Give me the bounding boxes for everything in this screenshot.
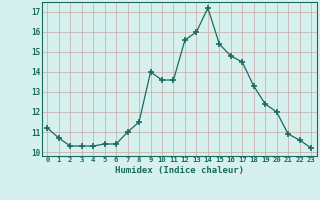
X-axis label: Humidex (Indice chaleur): Humidex (Indice chaleur)	[115, 166, 244, 175]
